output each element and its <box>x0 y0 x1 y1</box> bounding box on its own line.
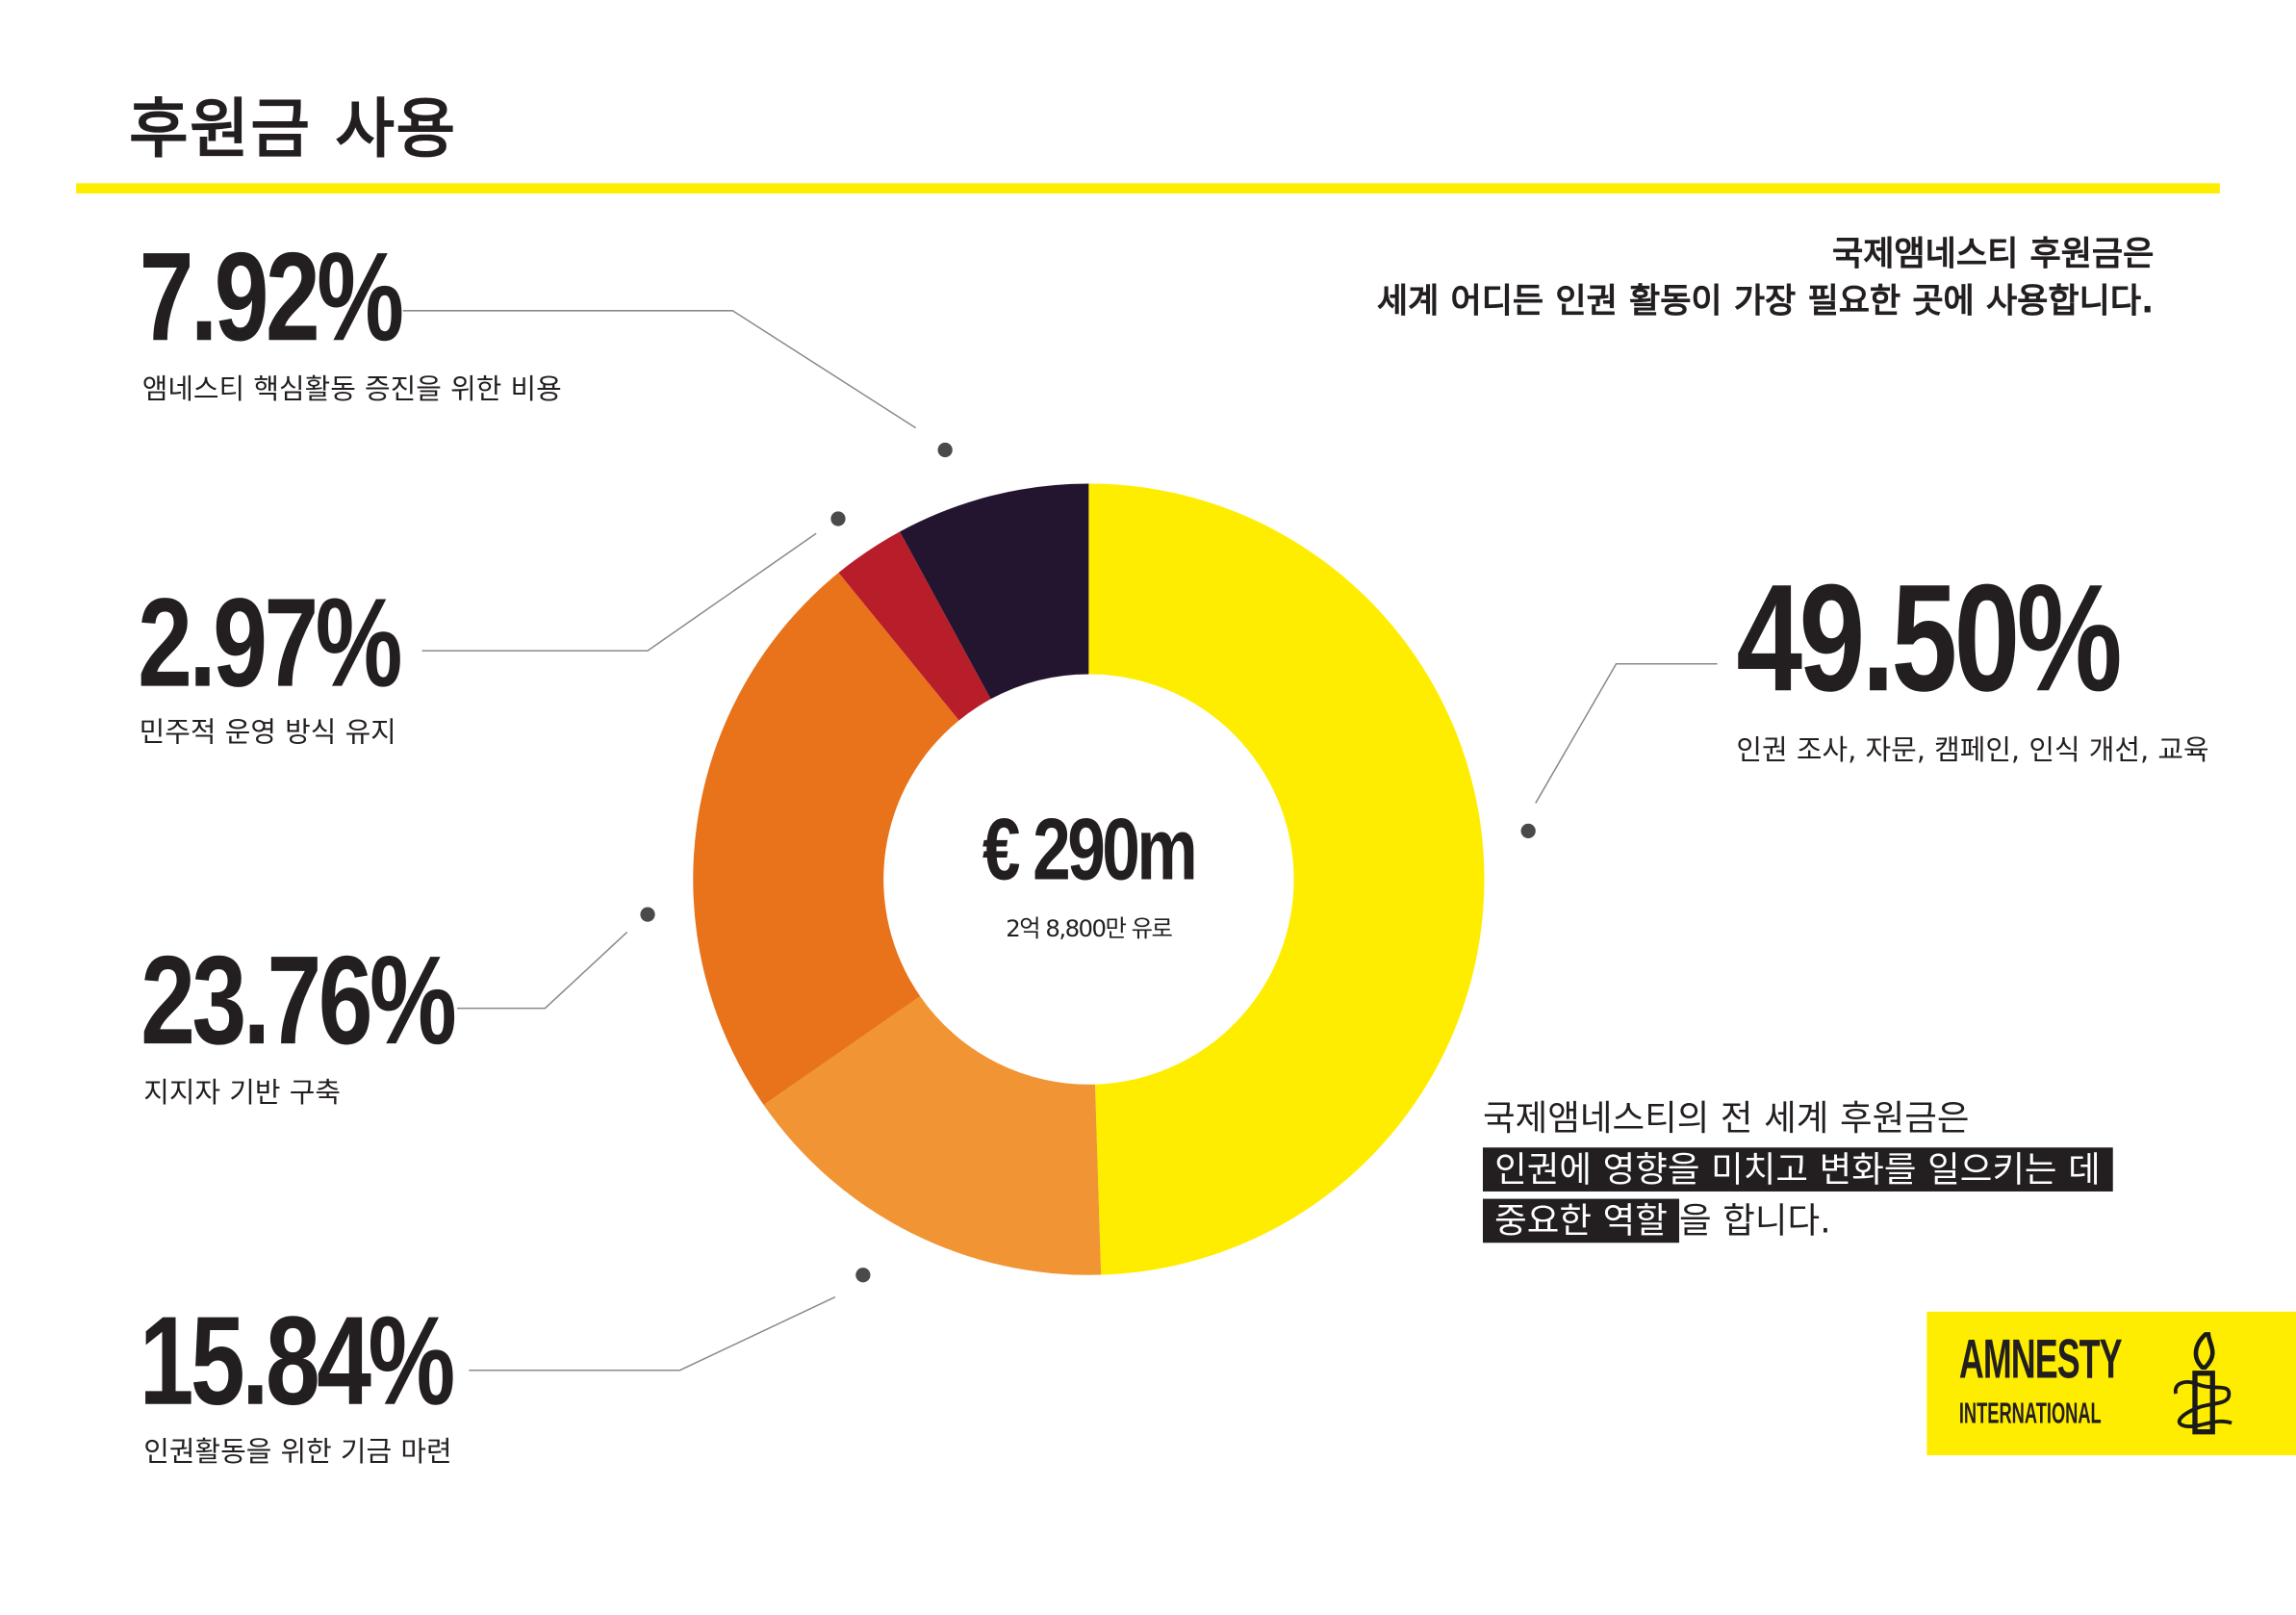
top-note: 국제앰네스티 후원금은 세계 어디든 인권 활동이 가장 필요한 곳에 사용합니… <box>1377 232 2155 325</box>
pct-label-7-92: 7.92% <box>139 227 404 369</box>
leader-line-23-76 <box>457 931 628 1010</box>
total-amount: € 290m <box>942 806 1236 893</box>
leader-dot-2-97 <box>830 511 846 526</box>
donut-slice-7-92 <box>900 483 1089 700</box>
logo-line1: AMNESTY <box>1958 1329 2123 1392</box>
donut-slice-23-76 <box>693 573 959 1105</box>
slice-label-2-97: 민주적 운영 방식 유지 <box>139 716 396 750</box>
pct-label-2-97: 2.97% <box>138 573 402 714</box>
logo-line2: INTERNATIONAL <box>1958 1397 2102 1431</box>
leader-line-15-84 <box>469 1295 836 1371</box>
leader-line-7-92 <box>402 310 917 429</box>
slice-label-15-84: 인권활동을 위한 기금 마련 <box>143 1436 452 1469</box>
leader-dot-23-76 <box>640 907 655 922</box>
amnesty-logo: AMNESTY INTERNATIONAL <box>1926 1311 2296 1456</box>
total-amount-korean: 2억 8,800만 유로 <box>1006 914 1173 943</box>
leader-dot-15-84 <box>855 1268 871 1283</box>
donut-slice-15-84 <box>763 996 1102 1275</box>
total-amount-value: € 290m <box>982 800 1198 899</box>
donut-slice-2-97 <box>838 531 991 721</box>
leader-line-49-50 <box>1535 663 1718 804</box>
slice-label-49-50: 인권 조사, 자문, 캠페인, 인식 개선, 교육 <box>1736 733 2209 767</box>
pct-label-49-50: 49.50% <box>1736 553 2122 725</box>
bottom-note-line1: 국제앰네스티의 전 세계 후원금은 <box>1482 1097 1970 1140</box>
bottom-note-line3: 을 합니다. <box>1679 1200 1831 1242</box>
title-divider <box>76 183 2220 193</box>
bottom-note-highlight-2: 중요한 역할 <box>1482 1198 1680 1243</box>
bottom-note: 국제앰네스티의 전 세계 후원금은 인권에 영향을 미치고 변화를 일으키는 데… <box>1482 1093 2112 1247</box>
candle-barbed-wire-icon <box>2173 1332 2232 1435</box>
leader-dot-7-92 <box>937 442 953 458</box>
leader-dot-49-50 <box>1520 823 1536 838</box>
page-title: 후원금 사용 <box>128 91 457 167</box>
donut-slice-49-50 <box>1088 483 1485 1275</box>
slice-label-7-92: 앰네스티 핵심활동 증진을 위한 비용 <box>141 373 562 406</box>
bottom-note-highlight-1: 인권에 영향을 미치고 변화를 일으키는 데 <box>1482 1147 2112 1192</box>
top-note-line2: 세계 어디든 인권 활동이 가장 필요한 곳에 사용합니다. <box>1376 282 2155 321</box>
top-note-line1: 국제앰네스티 후원금은 <box>1831 236 2155 274</box>
slice-label-23-76: 지지자 기반 구축 <box>143 1077 341 1110</box>
pct-label-15-84: 15.84% <box>139 1291 456 1432</box>
leader-line-2-97 <box>421 532 817 652</box>
pct-label-23-76: 23.76% <box>140 930 457 1072</box>
